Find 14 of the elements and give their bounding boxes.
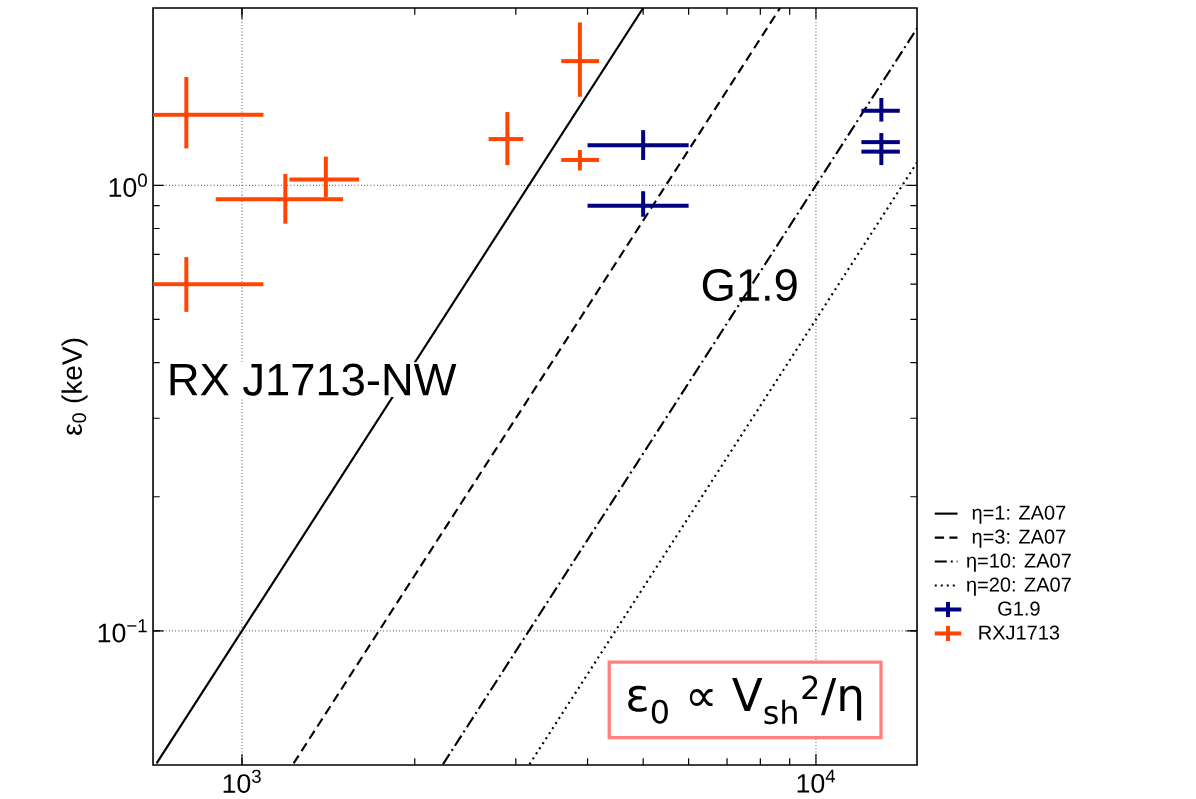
- y-axis-title: ε$_{0}$ (keV): [61, 338, 88, 435]
- legend-label: η=20: ZA07: [967, 577, 1071, 596]
- legend-label: η=3: ZA07: [972, 529, 1066, 548]
- y-tick-label: 10$^{−1}$: [98, 619, 147, 643]
- annotation: RX J1713-NW: [170, 363, 457, 396]
- x-tick-label: 10$^{3}$: [223, 769, 261, 794]
- legend-label: RXJ1713: [979, 625, 1060, 640]
- legend-label: η=10: ZA07: [967, 553, 1071, 572]
- y-tick-label: 10$^{0}$: [109, 173, 147, 197]
- x-tick-label: 10$^{4}$: [797, 769, 836, 793]
- legend-label: η=1: ZA07: [972, 505, 1066, 524]
- annotation: ε$_{0}$ ∝ V$_{sh}$$^{2}$/η: [628, 675, 862, 725]
- annotation: G1.9: [702, 269, 797, 302]
- legend-label: G1.9: [998, 601, 1040, 616]
